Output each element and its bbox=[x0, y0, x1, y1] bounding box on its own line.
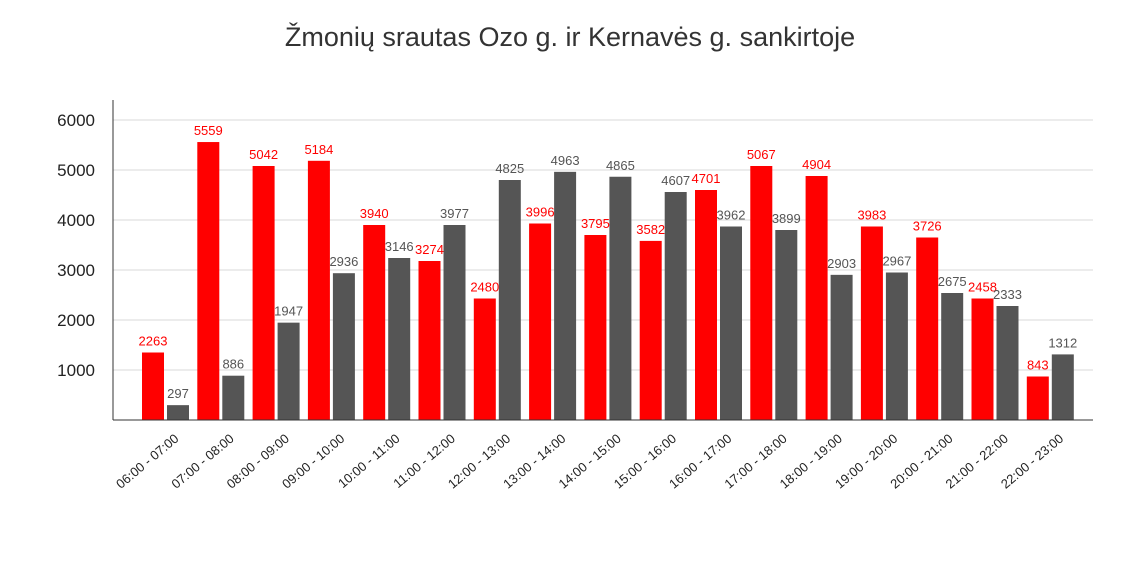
y-tick-label: 6000 bbox=[57, 111, 95, 130]
data-label: 5067 bbox=[747, 147, 776, 162]
data-label: 4607 bbox=[661, 173, 690, 188]
data-label: 2675 bbox=[938, 274, 967, 289]
data-label: 3996 bbox=[526, 205, 555, 220]
data-label: 3940 bbox=[360, 206, 389, 221]
data-label: 1312 bbox=[1048, 335, 1077, 350]
y-tick-label: 2000 bbox=[57, 311, 95, 330]
bar bbox=[307, 160, 330, 421]
data-label: 2936 bbox=[329, 254, 358, 269]
bar bbox=[996, 306, 1019, 420]
bar bbox=[830, 274, 853, 420]
y-tick-label: 5000 bbox=[57, 161, 95, 180]
y-tick-label: 4000 bbox=[57, 211, 95, 230]
bar bbox=[332, 273, 355, 420]
bar bbox=[142, 352, 164, 420]
data-label: 5042 bbox=[249, 147, 278, 162]
bar bbox=[363, 225, 386, 420]
data-label: 2458 bbox=[968, 280, 997, 295]
bar bbox=[252, 166, 275, 420]
data-label: 3795 bbox=[581, 216, 610, 231]
data-label: 843 bbox=[1027, 358, 1049, 373]
bar bbox=[443, 225, 466, 420]
data-label: 2333 bbox=[993, 287, 1022, 302]
data-label: 3274 bbox=[415, 242, 444, 257]
bar bbox=[529, 223, 552, 420]
data-label: 5184 bbox=[304, 142, 333, 157]
bar bbox=[584, 235, 607, 420]
y-tick-label: 3000 bbox=[57, 261, 95, 280]
bar bbox=[473, 298, 496, 420]
data-label: 4701 bbox=[692, 171, 721, 186]
bar bbox=[750, 166, 773, 420]
data-label: 3983 bbox=[857, 208, 886, 223]
bar bbox=[498, 180, 521, 420]
bar bbox=[639, 240, 662, 420]
bar bbox=[860, 226, 883, 420]
bar bbox=[775, 230, 798, 420]
data-label: 3726 bbox=[913, 219, 942, 234]
chart-title: Žmonių srautas Ozo g. ir Kernavės g. san… bbox=[284, 22, 856, 52]
data-label: 2903 bbox=[827, 256, 856, 271]
bar bbox=[388, 258, 411, 420]
bar bbox=[695, 190, 717, 420]
bar bbox=[277, 322, 300, 420]
y-axis-ticks: 1000 2000 3000 4000 5000 6000 bbox=[57, 111, 95, 380]
bar bbox=[805, 176, 828, 420]
y-tick-label: 1000 bbox=[57, 361, 95, 380]
data-label: 3146 bbox=[385, 239, 414, 254]
bar bbox=[1026, 376, 1049, 420]
data-label: 3977 bbox=[440, 206, 469, 221]
data-label: 2480 bbox=[470, 280, 499, 295]
data-label: 1947 bbox=[274, 304, 303, 319]
data-label: 3582 bbox=[636, 222, 665, 237]
data-label: 297 bbox=[167, 386, 189, 401]
data-label: 2967 bbox=[882, 254, 911, 269]
axes bbox=[112, 100, 1093, 421]
bar bbox=[941, 293, 964, 420]
data-label: 4904 bbox=[802, 157, 831, 172]
bars bbox=[142, 142, 1074, 421]
data-label: 886 bbox=[222, 357, 244, 372]
bar bbox=[720, 226, 742, 420]
bar bbox=[609, 176, 632, 420]
data-label: 4963 bbox=[551, 153, 580, 168]
data-label: 3899 bbox=[772, 211, 801, 226]
bar bbox=[167, 405, 189, 420]
bar bbox=[1051, 354, 1074, 420]
bar bbox=[916, 237, 939, 420]
data-label: 4865 bbox=[606, 158, 635, 173]
bar bbox=[664, 192, 687, 420]
data-labels: 2263 297 5559 886 5042 1947 5184 2936 3940 3146 32… bbox=[139, 123, 1078, 401]
bar bbox=[222, 375, 245, 420]
data-label: 3962 bbox=[717, 208, 746, 223]
bar bbox=[554, 171, 577, 420]
data-label: 5559 bbox=[194, 123, 223, 138]
data-label: 2263 bbox=[139, 334, 168, 349]
bar bbox=[885, 272, 908, 420]
bar bbox=[197, 142, 220, 421]
bar bbox=[418, 261, 441, 420]
data-label: 4825 bbox=[495, 161, 524, 176]
bar bbox=[971, 298, 994, 420]
